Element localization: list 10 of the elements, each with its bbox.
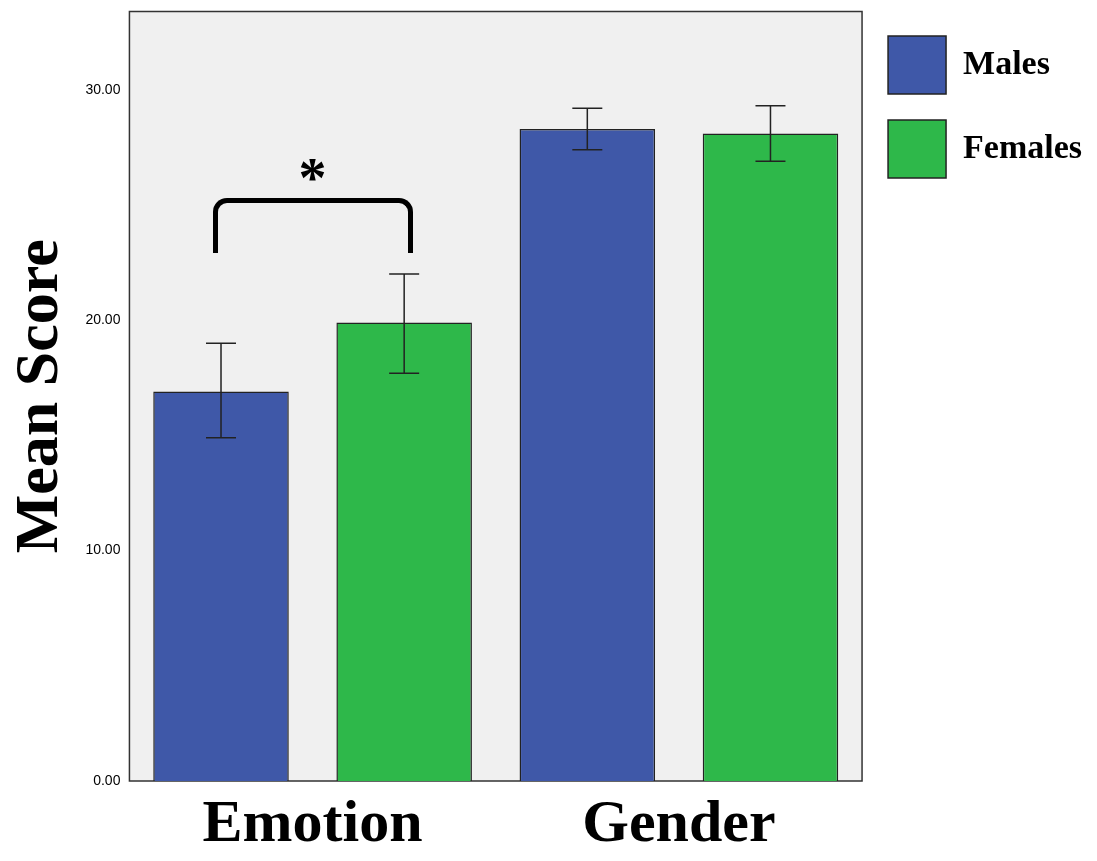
annotation: * — [298, 146, 327, 209]
x-tick-label: Emotion — [202, 787, 423, 854]
y-tick-label: 10.00 — [85, 541, 121, 558]
legend-label: Males — [963, 43, 1050, 81]
legend-label: Females — [963, 127, 1082, 165]
y-tick-label: 30.00 — [85, 80, 121, 97]
y-tick-label: 20.00 — [85, 311, 121, 328]
y-axis-title: Mean Score — [2, 239, 71, 554]
y-tick-label: 0.00 — [93, 771, 121, 788]
x-tick-label: Gender — [582, 787, 776, 854]
